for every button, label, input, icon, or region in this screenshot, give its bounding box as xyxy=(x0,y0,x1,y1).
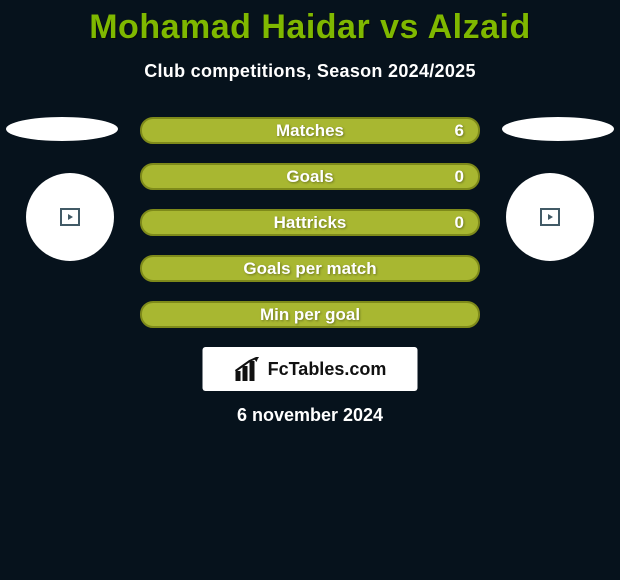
stat-row-hattricks: Hattricks 0 xyxy=(140,209,480,236)
stat-row-matches: Matches 6 xyxy=(140,117,480,144)
player-badge-right xyxy=(506,173,594,261)
placeholder-image-icon xyxy=(540,208,560,226)
stat-value-right: 0 xyxy=(455,213,464,233)
footer-date: 6 november 2024 xyxy=(0,405,620,426)
player-badge-left xyxy=(26,173,114,261)
stat-label: Goals xyxy=(286,167,333,187)
stat-label: Goals per match xyxy=(243,259,376,279)
site-logo[interactable]: FcTables.com xyxy=(203,347,418,391)
comparison-stage: Matches 6 Goals 0 Hattricks 0 Goals per … xyxy=(0,117,620,387)
stat-label: Min per goal xyxy=(260,305,360,325)
stat-value-right: 0 xyxy=(455,167,464,187)
page-subtitle: Club competitions, Season 2024/2025 xyxy=(0,61,620,82)
stat-row-min-per-goal: Min per goal xyxy=(140,301,480,328)
stat-rows: Matches 6 Goals 0 Hattricks 0 Goals per … xyxy=(140,117,480,347)
site-logo-text: FcTables.com xyxy=(268,359,387,380)
decor-ellipse-left xyxy=(6,117,118,141)
decor-ellipse-right xyxy=(502,117,614,141)
bar-chart-icon xyxy=(234,357,264,381)
placeholder-image-icon xyxy=(60,208,80,226)
stat-row-goals: Goals 0 xyxy=(140,163,480,190)
widget-container: Mohamad Haidar vs Alzaid Club competitio… xyxy=(0,0,620,580)
stat-value-right: 6 xyxy=(455,121,464,141)
stat-label: Hattricks xyxy=(274,213,347,233)
stat-row-goals-per-match: Goals per match xyxy=(140,255,480,282)
stat-label: Matches xyxy=(276,121,344,141)
page-title: Mohamad Haidar vs Alzaid xyxy=(0,0,620,47)
